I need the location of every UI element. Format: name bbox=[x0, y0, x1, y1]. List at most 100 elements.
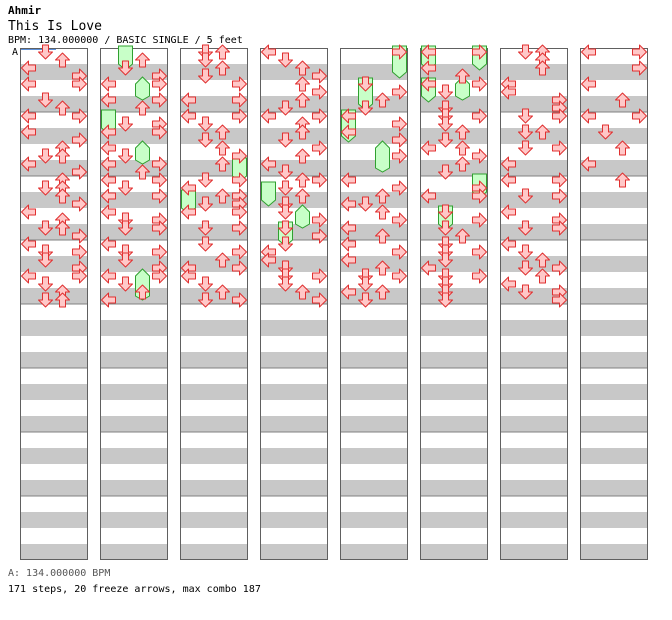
beat-band bbox=[580, 224, 648, 240]
beat-band bbox=[180, 128, 248, 144]
right-arrow-icon bbox=[152, 76, 167, 92]
right-arrow-icon bbox=[312, 228, 327, 244]
right-arrow-icon bbox=[392, 268, 407, 284]
beat-band bbox=[340, 256, 408, 272]
beat-band bbox=[20, 128, 88, 144]
beat-band bbox=[420, 192, 488, 208]
up-arrow-icon bbox=[215, 124, 230, 140]
beat-band bbox=[340, 192, 408, 208]
down-arrow-icon bbox=[438, 220, 453, 236]
up-arrow-icon bbox=[375, 188, 390, 204]
right-arrow-icon bbox=[472, 188, 487, 204]
chart-column-2 bbox=[100, 45, 168, 560]
beat-band bbox=[100, 416, 168, 432]
beat-band bbox=[20, 192, 88, 208]
left-arrow-icon bbox=[261, 108, 276, 124]
beat-band bbox=[580, 96, 648, 112]
up-arrow-icon bbox=[375, 228, 390, 244]
column-border bbox=[180, 48, 248, 560]
down-arrow-icon bbox=[118, 276, 133, 292]
down-arrow-icon bbox=[518, 284, 533, 300]
right-arrow-icon bbox=[632, 108, 647, 124]
down-arrow-icon bbox=[438, 292, 453, 308]
beat-band bbox=[20, 160, 88, 176]
beat-band bbox=[180, 544, 248, 560]
left-arrow-icon bbox=[341, 236, 356, 252]
left-arrow-icon bbox=[101, 124, 116, 140]
beat-band bbox=[180, 256, 248, 272]
down-arrow-icon bbox=[358, 292, 373, 308]
right-arrow-icon bbox=[472, 108, 487, 124]
beat-band bbox=[100, 448, 168, 464]
right-arrow-icon bbox=[472, 76, 487, 92]
left-arrow-icon bbox=[341, 196, 356, 212]
left-arrow-icon bbox=[581, 44, 596, 60]
right-arrow-icon bbox=[232, 204, 247, 220]
beat-band bbox=[500, 544, 568, 560]
beat-band bbox=[100, 384, 168, 400]
beat-band bbox=[20, 320, 88, 336]
beat-band bbox=[580, 480, 648, 496]
beat-band bbox=[580, 416, 648, 432]
left-arrow-icon bbox=[341, 284, 356, 300]
beat-band bbox=[580, 288, 648, 304]
right-arrow-icon bbox=[392, 212, 407, 228]
left-arrow-icon bbox=[101, 292, 116, 308]
right-arrow-icon bbox=[392, 132, 407, 148]
up-arrow-icon bbox=[375, 284, 390, 300]
down-arrow-icon bbox=[278, 204, 293, 220]
down-arrow-icon bbox=[198, 68, 213, 84]
beat-band bbox=[260, 480, 328, 496]
right-arrow-icon bbox=[392, 116, 407, 132]
left-arrow-icon bbox=[101, 92, 116, 108]
down-arrow-icon bbox=[118, 220, 133, 236]
beat-band bbox=[20, 64, 88, 80]
down-arrow-icon bbox=[38, 92, 53, 108]
beat-band bbox=[420, 544, 488, 560]
down-arrow-icon bbox=[118, 252, 133, 268]
beat-band bbox=[580, 320, 648, 336]
up-arrow-icon bbox=[375, 260, 390, 276]
column-border bbox=[100, 48, 168, 560]
right-arrow-icon bbox=[232, 172, 247, 188]
beat-band bbox=[500, 352, 568, 368]
right-arrow-icon bbox=[152, 156, 167, 172]
left-arrow-icon bbox=[21, 60, 36, 76]
down-arrow-icon bbox=[278, 220, 293, 236]
beat-band bbox=[260, 256, 328, 272]
down-arrow-icon bbox=[438, 84, 453, 100]
down-arrow-icon bbox=[278, 132, 293, 148]
beat-band bbox=[100, 288, 168, 304]
right-arrow-icon bbox=[152, 172, 167, 188]
left-arrow-icon bbox=[261, 44, 276, 60]
beat-band bbox=[20, 448, 88, 464]
beat-band bbox=[500, 160, 568, 176]
up-arrow-icon bbox=[455, 140, 470, 156]
beat-band bbox=[20, 544, 88, 560]
right-arrow-icon bbox=[312, 268, 327, 284]
down-arrow-icon bbox=[518, 260, 533, 276]
beat-band bbox=[500, 128, 568, 144]
beat-band bbox=[260, 352, 328, 368]
freeze-arrow bbox=[375, 140, 390, 173]
chart-column-8 bbox=[580, 44, 648, 560]
up-arrow-icon bbox=[135, 284, 150, 300]
right-arrow-icon bbox=[152, 92, 167, 108]
beat-band bbox=[180, 512, 248, 528]
beat-band bbox=[580, 64, 648, 80]
up-arrow-icon bbox=[535, 252, 550, 268]
beat-band bbox=[340, 64, 408, 80]
beat-band bbox=[20, 512, 88, 528]
right-arrow-icon bbox=[232, 220, 247, 236]
beat-band bbox=[260, 512, 328, 528]
left-arrow-icon bbox=[21, 108, 36, 124]
left-arrow-icon bbox=[181, 268, 196, 284]
beat-band bbox=[340, 160, 408, 176]
down-arrow-icon bbox=[38, 220, 53, 236]
right-arrow-icon bbox=[72, 244, 87, 260]
up-arrow-icon bbox=[55, 148, 70, 164]
right-arrow-icon bbox=[152, 220, 167, 236]
beat-band bbox=[420, 128, 488, 144]
beat-band bbox=[420, 384, 488, 400]
down-arrow-icon bbox=[278, 276, 293, 292]
